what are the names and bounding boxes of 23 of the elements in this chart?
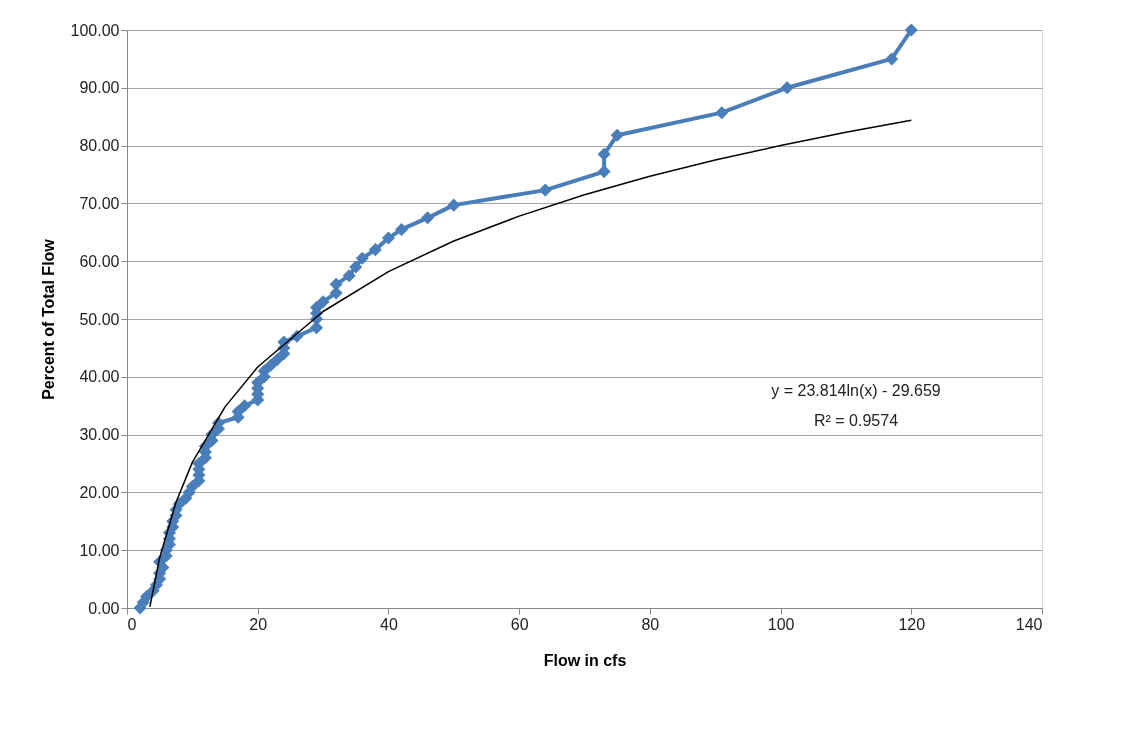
x-tick-label: 60 bbox=[510, 615, 529, 633]
y-axis-title: Percent of Total Flow bbox=[39, 238, 57, 400]
y-tick-label: 20.00 bbox=[79, 483, 120, 501]
y-tick-label: 50.00 bbox=[79, 310, 120, 328]
x-tick-label: 40 bbox=[380, 615, 398, 633]
y-tick-label: 10.00 bbox=[79, 541, 120, 559]
x-axis-title: Flow in cfs bbox=[543, 651, 627, 669]
y-tick-label: 0.00 bbox=[88, 599, 120, 617]
x-tick-label: 100 bbox=[767, 615, 795, 633]
y-tick-label: 60.00 bbox=[79, 252, 120, 270]
y-tick-label: 90.00 bbox=[79, 79, 120, 97]
annotation: y = 23.814ln(x) - 29.659 bbox=[771, 382, 941, 399]
y-tick-label: 40.00 bbox=[79, 368, 120, 386]
y-tick-label: 70.00 bbox=[79, 194, 120, 212]
x-tick-label: 20 bbox=[249, 615, 268, 633]
y-tick-label: 30.00 bbox=[79, 426, 120, 444]
y-tick-label: 80.00 bbox=[79, 137, 120, 155]
x-tick-label: 140 bbox=[1015, 615, 1043, 633]
x-tick-label: 120 bbox=[898, 615, 926, 633]
y-tick-label: 100.00 bbox=[70, 21, 120, 39]
x-tick-label: 80 bbox=[641, 615, 660, 633]
x-tick-label: 0 bbox=[127, 615, 137, 633]
annotation: R² = 0.9574 bbox=[813, 412, 899, 429]
